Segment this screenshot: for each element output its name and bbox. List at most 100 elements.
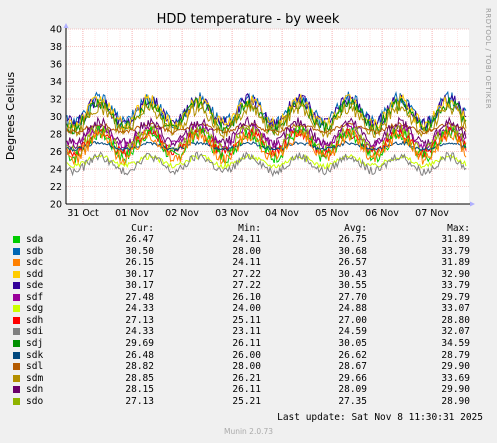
legend-min: 26.00 <box>232 349 261 361</box>
x-tick-label: 07 Nov <box>415 208 449 219</box>
legend-swatch <box>13 259 20 267</box>
legend-min: 24.11 <box>232 234 261 245</box>
y-tick-label: 30 <box>50 112 62 123</box>
hdd-temperature-chart: HDD temperature - by week Degrees Celsiu… <box>4 8 492 219</box>
legend-max: 31.89 <box>441 257 470 269</box>
legend-series-name: sdk <box>26 349 44 361</box>
legend-avg: 24.88 <box>338 303 367 315</box>
legend-series-name: sdo <box>26 395 44 407</box>
legend-avg: 29.66 <box>338 372 367 384</box>
legend-avg: 30.55 <box>338 280 367 292</box>
x-tick-label: 04 Nov <box>265 208 299 219</box>
legend-avg: 27.00 <box>338 314 367 326</box>
legend-cur: 28.85 <box>125 372 154 384</box>
legend-min: 26.21 <box>232 372 261 384</box>
header-cur: Cur: <box>131 223 154 234</box>
legend-avg: 26.62 <box>338 349 367 361</box>
legend-max: 33.79 <box>441 245 470 257</box>
legend-row: sdk 26.48 26.00 26.62 28.79 <box>0 350 497 361</box>
y-tick-label: 20 <box>50 200 62 211</box>
y-tick-label: 38 <box>50 42 62 53</box>
legend-row: sdm 28.85 26.21 29.66 33.69 <box>0 373 497 384</box>
legend-series-name: sdd <box>26 268 44 280</box>
legend-max: 31.89 <box>441 234 470 245</box>
legend-max: 32.07 <box>441 326 470 338</box>
legend-row: sdf 27.48 26.10 27.70 29.79 <box>0 292 497 303</box>
y-tick-label: 24 <box>50 165 62 176</box>
series-line-sdn <box>66 116 467 150</box>
legend-min: 27.22 <box>232 268 261 280</box>
legend-cur: 27.48 <box>125 291 154 303</box>
legend-min: 25.11 <box>232 314 261 326</box>
legend-row: sdi 24.33 23.11 24.59 32.07 <box>0 326 497 337</box>
legend-max: 29.79 <box>441 291 470 303</box>
legend-min: 26.11 <box>232 337 261 349</box>
header-min: Min: <box>238 223 261 234</box>
legend-avg: 26.57 <box>338 257 367 269</box>
legend-min: 24.11 <box>232 257 261 269</box>
legend-swatch <box>13 282 20 290</box>
legend-row: sde 30.17 27.22 30.55 33.79 <box>0 280 497 291</box>
legend-series-name: sdh <box>26 314 44 326</box>
chart-title: HDD temperature - by week <box>157 12 340 27</box>
legend-cur: 24.33 <box>125 326 154 338</box>
legend-max: 33.79 <box>441 280 470 292</box>
legend-row: sdn 28.15 26.11 28.09 29.90 <box>0 384 497 395</box>
y-tick-label: 34 <box>50 77 62 88</box>
legend-cur: 30.17 <box>125 268 154 280</box>
x-tick-label: 03 Nov <box>215 208 249 219</box>
legend-avg: 28.67 <box>338 361 367 373</box>
legend-cur: 30.17 <box>125 280 154 292</box>
legend-swatch <box>13 247 20 255</box>
x-tick-label: 06 Nov <box>365 208 399 219</box>
legend-avg: 26.75 <box>338 234 367 245</box>
legend-max: 28.90 <box>441 395 470 407</box>
legend-row: sdo 27.13 25.21 27.35 28.90 <box>0 396 497 407</box>
x-axis-arrow <box>470 201 475 207</box>
legend-cur: 28.15 <box>125 384 154 396</box>
series-line-sdi <box>66 151 467 178</box>
legend-max: 32.90 <box>441 268 470 280</box>
legend-swatch <box>13 339 20 347</box>
legend-swatch <box>13 397 20 405</box>
x-tick-label: 01 Nov <box>115 208 149 219</box>
legend-min: 24.00 <box>232 303 261 315</box>
legend-series-name: sde <box>26 280 44 292</box>
y-tick-label: 28 <box>50 130 62 141</box>
legend-min: 25.21 <box>232 395 261 407</box>
header-max: Max: <box>447 223 470 234</box>
legend-row: sdj 29.69 26.11 30.05 34.59 <box>0 338 497 349</box>
legend-series-name: sda <box>26 234 44 245</box>
legend-series-name: sdl <box>26 361 44 373</box>
legend-swatch <box>13 363 20 371</box>
legend-swatch <box>13 293 20 301</box>
legend-row: sdg 24.33 24.00 24.88 33.07 <box>0 303 497 314</box>
legend-series-name: sdj <box>26 337 44 349</box>
y-tick-label: 36 <box>50 60 62 71</box>
series-lines <box>66 90 467 178</box>
y-tick-label: 32 <box>50 95 62 106</box>
legend-series-name: sdi <box>26 326 44 338</box>
legend-series-name: sdb <box>26 245 44 257</box>
legend-min: 23.11 <box>232 326 261 338</box>
legend-row: sdc 26.15 24.11 26.57 31.89 <box>0 257 497 268</box>
legend-cur: 28.82 <box>125 361 154 373</box>
legend-swatch <box>13 351 20 359</box>
legend-row: sdl 28.82 28.00 28.67 29.90 <box>0 361 497 372</box>
legend-min: 28.00 <box>232 361 261 373</box>
legend-cur: 26.15 <box>125 257 154 269</box>
x-tick-label: 02 Nov <box>165 208 199 219</box>
legend-swatch <box>13 236 20 243</box>
munin-version: Munin 2.0.73 <box>223 427 274 436</box>
legend-min: 28.00 <box>232 245 261 257</box>
legend-series-name: sdf <box>26 291 44 303</box>
series-line-sdo <box>66 124 467 159</box>
legend-swatch <box>13 386 20 394</box>
legend-avg: 28.09 <box>338 384 367 396</box>
series-line-sdc <box>66 128 467 167</box>
legend-swatch <box>13 328 20 336</box>
legend-min: 27.22 <box>232 280 261 292</box>
legend-avg: 30.05 <box>338 337 367 349</box>
legend-swatch <box>13 270 20 278</box>
legend-series-name: sdc <box>26 257 44 269</box>
